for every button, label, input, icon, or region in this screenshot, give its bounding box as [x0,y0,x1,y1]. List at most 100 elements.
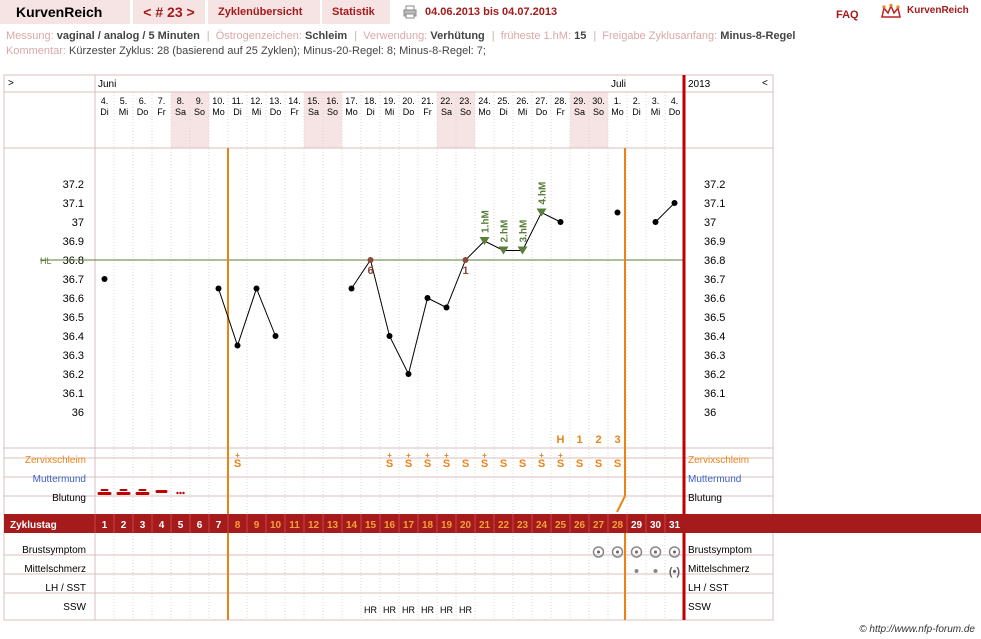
cycle-day-number: 25 [555,520,567,531]
peak-count-label: 3 [614,434,620,446]
cervix-symbol: S [386,458,393,470]
day-weekday: Di [499,107,508,117]
hm-triangle-point [479,237,490,245]
cycle-day-number: 14 [346,520,358,531]
day-date: 13. [269,96,282,106]
verwendung-value: Verhütung [430,30,485,42]
hm-label: 1.hM [481,210,492,233]
temperature-point [348,285,355,292]
hm-label: 4.hM [538,182,549,205]
cycle-day-number: 21 [479,520,491,531]
year-label: 2013 [688,79,711,90]
cervix-symbol: S [538,458,545,470]
bleeding-mark [116,492,131,495]
faq-link[interactable]: FAQ [836,9,859,21]
brust-symptom-icon [611,546,624,558]
day-weekday: Do [536,107,548,117]
bleeding-spot [182,491,185,495]
frueheste-value: 15 [574,30,587,42]
settings-line: Messung: vaginal / analog / 5 Minuten | Ö… [6,30,796,42]
cycle-day-number: 20 [460,520,472,531]
cervix-plus: + [482,451,487,460]
weekend-shade [589,92,608,148]
date-range: 04.06.2013 bis 04.07.2013 [425,6,558,18]
temperature-point [386,333,393,339]
temperature-point [272,333,279,339]
tab-statistik[interactable]: Statistik [322,0,390,24]
cycle-day-number: 30 [650,520,662,531]
day-date: 20. [402,96,415,106]
ssw-entry: HR [421,605,434,615]
day-date: 30. [592,96,605,106]
day-date: 1. [614,96,622,106]
day-weekday: Mo [611,107,624,117]
brust-symptom-icon-dot [616,550,619,554]
day-date: 19. [383,96,396,106]
y-tick-label-left: 37.1 [63,198,84,210]
cervix-symbol: S [234,458,241,470]
temperature-point [424,295,431,301]
temperature-point-special [367,257,374,263]
freigabe-label: Freigabe Zyklusanfang: [602,30,718,42]
day-weekday: Do [270,107,282,117]
day-weekday: Fr [556,107,565,117]
y-tick-label-right: 37.2 [704,179,725,191]
tab-zyklenuebersicht[interactable]: Zyklenübersicht [208,0,320,24]
bleeding-mark [138,489,147,491]
cycle-day-number: 27 [593,520,605,531]
kommentar-label: Kommentar: [6,45,66,57]
brust-symptom-icon-dot [597,550,600,554]
nav-left-arrow[interactable]: > [8,78,14,89]
cervix-symbol: S [405,458,412,470]
month-label: Juni [98,79,116,90]
cervix-symbol: S [576,458,583,470]
temperature-point [101,276,108,282]
muttermund-row-label: Muttermund [33,474,86,485]
oestrogen-label: Östrogenzeichen: [215,30,302,42]
nav-right-arrow[interactable]: < [762,78,768,89]
bleeding-mark [155,490,168,493]
mittel-row-label-right: Mittelschmerz [688,564,750,575]
month-label: Juli [611,79,626,90]
day-date: 14. [288,96,301,106]
mittel-row-label: Mittelschmerz [24,564,86,575]
cycle-day-number: 7 [216,520,222,531]
y-tick-label-left: 36.9 [63,236,84,248]
peak-count-label: 1 [576,434,582,446]
oestrogen-value: Schleim [305,30,348,42]
day-weekday: Di [100,107,109,117]
day-weekday: Fr [157,107,166,117]
cycle-day-number: 12 [308,520,320,531]
day-date: 28. [554,96,567,106]
y-tick-label-left: 37.2 [63,179,84,191]
hm-label: 2.hM [500,220,511,243]
temperature-point [614,209,621,216]
day-weekday: Sa [175,107,186,117]
weekend-shade [456,92,475,148]
y-tick-label-right: 37.1 [704,198,725,210]
day-date: 15. [307,96,320,106]
day-weekday: So [194,107,205,117]
cycle-end-marker-kink [616,495,626,513]
cervix-row-label: Zervixschleim [25,455,86,466]
cervix-plus: + [539,451,544,460]
day-date: 4. [671,96,679,106]
temperature-point [557,219,564,225]
day-weekday: Fr [290,107,299,117]
cycle-day-number: 4 [159,520,165,531]
day-weekday: Sa [441,107,452,117]
ssw-row-label: SSW [63,602,86,613]
cycle-day-number: 3 [140,520,146,531]
day-weekday: So [593,107,604,117]
day-date: 27. [535,96,548,106]
day-weekday: Mo [212,107,225,117]
day-date: 21. [421,96,434,106]
cycle-day-number: 16 [384,520,396,531]
cycle-navigation[interactable]: < # 23 > [133,0,205,24]
brust-symptom-icon [668,546,681,558]
print-icon[interactable] [403,5,417,19]
weekend-shade [570,92,589,148]
y-tick-label-right: 36.1 [704,388,725,400]
hm-triangle-point [517,246,528,255]
